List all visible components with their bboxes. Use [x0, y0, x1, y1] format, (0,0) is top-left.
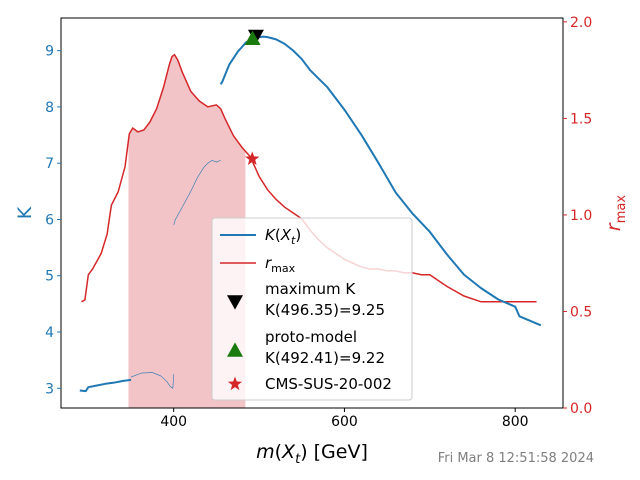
y-left-tick-label: 3: [45, 381, 54, 397]
cms-marker: [245, 151, 260, 165]
x-axis-label: m(Xt) [GeV]: [256, 441, 368, 467]
plot-frame: [60, 17, 564, 409]
timestamp: Fri Mar 8 12:51:58 2024: [437, 451, 594, 466]
rmax-line: [81, 53, 537, 303]
y-right-tick-label: 2.0: [570, 15, 592, 31]
legend-k-label: K(Xt): [265, 226, 301, 247]
legend-proto-label: K(492.41)=9.22: [265, 349, 385, 367]
legend-proto-handle: [227, 342, 243, 357]
y-left-tick-label: 4: [45, 325, 54, 341]
rmax-series-layer: [81, 53, 537, 303]
y-left-tick-label: 9: [45, 44, 54, 60]
legend-max-k-label: K(496.35)=9.25: [265, 301, 385, 319]
x-tick-label: 600: [331, 414, 358, 430]
y-right-axis-label: rmax: [603, 195, 629, 231]
legend-rmax-label: rmax: [265, 254, 296, 275]
marker-layer: [244, 29, 264, 165]
y-left-tick-label: 6: [45, 212, 54, 228]
y-right-tick-label: 1.0: [570, 208, 592, 224]
legend-max-k-handle: [227, 295, 243, 310]
k-line-segment: [79, 378, 132, 393]
y-left-tick-label: 8: [45, 100, 54, 116]
legend-proto-label: proto-model: [265, 328, 357, 346]
y-right-tick-label: 0.0: [570, 401, 592, 417]
legend: K(Xt) rmax maximum K K(496.35)=9.25 proto-m…: [211, 217, 413, 401]
axes-layer: 400 600 800 3 4 5 6 7 8 9 0.0 0.5 1.0 1.5 2.0 m(Xt) [Ge…: [14, 15, 629, 467]
y-left-tick-label: 5: [45, 269, 54, 285]
legend-cms-handle: [227, 376, 243, 391]
legend-max-k-label: maximum K: [265, 280, 356, 298]
x-tick-label: 400: [160, 414, 187, 430]
proto-model-marker: [244, 30, 261, 46]
y-right-tick-label: 1.5: [570, 111, 592, 127]
y-left-axis-label: K: [14, 206, 36, 219]
y-right-tick-label: 0.5: [570, 304, 592, 320]
y-left-tick-label: 7: [45, 156, 54, 172]
legend-cms-label: CMS-SUS-20-002: [265, 375, 392, 393]
x-tick-label: 800: [502, 414, 529, 430]
k-line-segment: [130, 372, 174, 389]
k-line-segment: [173, 160, 221, 226]
legend-box: [211, 217, 413, 401]
